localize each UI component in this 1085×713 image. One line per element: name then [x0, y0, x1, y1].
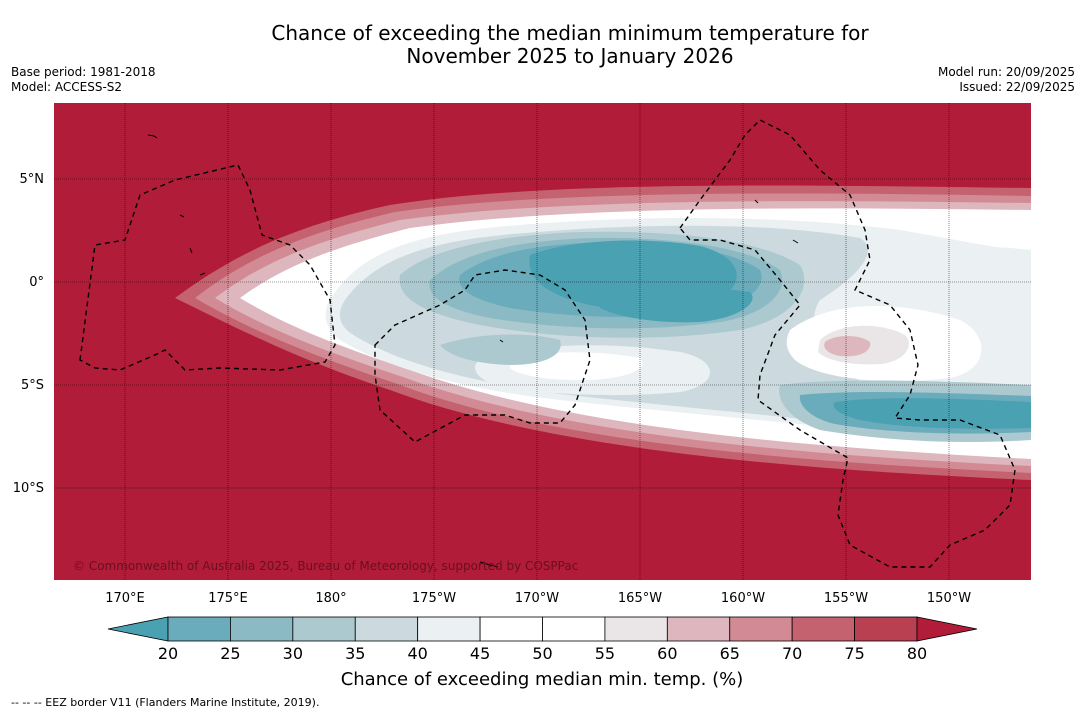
- lon-label: 160°W: [721, 591, 765, 606]
- colorbar-segment: [542, 616, 606, 642]
- colorbar-tick-label: 70: [782, 644, 802, 663]
- colorbar-tick-label: 50: [532, 644, 552, 663]
- colorbar-segment: [666, 616, 731, 642]
- colorbar-title: Chance of exceeding median min. temp. (%…: [341, 669, 744, 690]
- base-period: Base period: 1981-2018: [11, 65, 156, 79]
- colorbar-tick-label: 65: [720, 644, 740, 663]
- islands: [147, 134, 799, 568]
- lon-label: 155°W: [824, 591, 868, 606]
- colorbar-segment: [604, 616, 668, 642]
- lat-label: 0°: [29, 275, 44, 290]
- colorbar-segment: [417, 616, 481, 642]
- colorbar-tick-label: 60: [657, 644, 677, 663]
- colorbar-tick-label: 80: [907, 644, 927, 663]
- colorbar-segment: [479, 616, 543, 642]
- lon-label: 175°W: [412, 591, 456, 606]
- colorbar-tick-label: 35: [345, 644, 365, 663]
- colorbar-segment: [292, 616, 356, 642]
- colorbar-tick-label: 20: [158, 644, 178, 663]
- eez-borders: [79, 119, 1016, 568]
- colorbar-tick-label: 55: [595, 644, 615, 663]
- colorbar-tick-label: 45: [470, 644, 490, 663]
- colorbar-tick-label: 25: [220, 644, 240, 663]
- lon-label: 180°: [315, 591, 346, 606]
- lon-label: 170°E: [105, 591, 145, 606]
- graticule: [54, 103, 1031, 580]
- latitude-labels: 5°N 0° 5°S 10°S: [13, 172, 44, 496]
- lon-label: 175°E: [208, 591, 248, 606]
- model-name: Model: ACCESS-S2: [11, 80, 123, 94]
- colorbar-segment: [729, 616, 793, 642]
- map-area: © Commonwealth of Australia 2025, Bureau…: [54, 103, 1031, 580]
- colorbar-segment: [167, 616, 231, 642]
- lon-label: 165°W: [618, 591, 662, 606]
- colorbar-segment: [354, 616, 419, 642]
- colorbar-segment: [230, 616, 294, 642]
- lat-label: 5°N: [20, 172, 45, 187]
- model-run: Model run: 20/09/2025: [937, 65, 1075, 79]
- colorbar-tick-label: 75: [844, 644, 864, 663]
- copyright: © Commonwealth of Australia 2025, Bureau…: [73, 559, 578, 573]
- colorbar: 20 25 30 35 40 45 50 55 60 65 70 75 80: [107, 616, 978, 663]
- issued-date: Issued: 22/09/2025: [959, 80, 1075, 94]
- lat-label: 10°S: [13, 481, 44, 496]
- colorbar-segment: [854, 616, 918, 642]
- eez-legend: -- -- -- EEZ border V11 (Flanders Marine…: [11, 696, 319, 709]
- lon-label: 150°W: [927, 591, 971, 606]
- colorbar-tick-label: 40: [407, 644, 427, 663]
- colorbar-segment: [791, 616, 855, 642]
- title-line-1: Chance of exceeding the median minimum t…: [271, 21, 869, 45]
- colorbar-tick-label: 30: [283, 644, 303, 663]
- colorbar-extend-high: [916, 616, 978, 642]
- colorbar-extend-low: [107, 616, 169, 642]
- lat-label: 5°S: [21, 378, 44, 393]
- lon-label: 170°W: [515, 591, 559, 606]
- title-line-2: November 2025 to January 2026: [406, 44, 734, 68]
- longitude-labels: 170°E 175°E 180° 175°W 170°W 165°W 160°W…: [105, 591, 971, 606]
